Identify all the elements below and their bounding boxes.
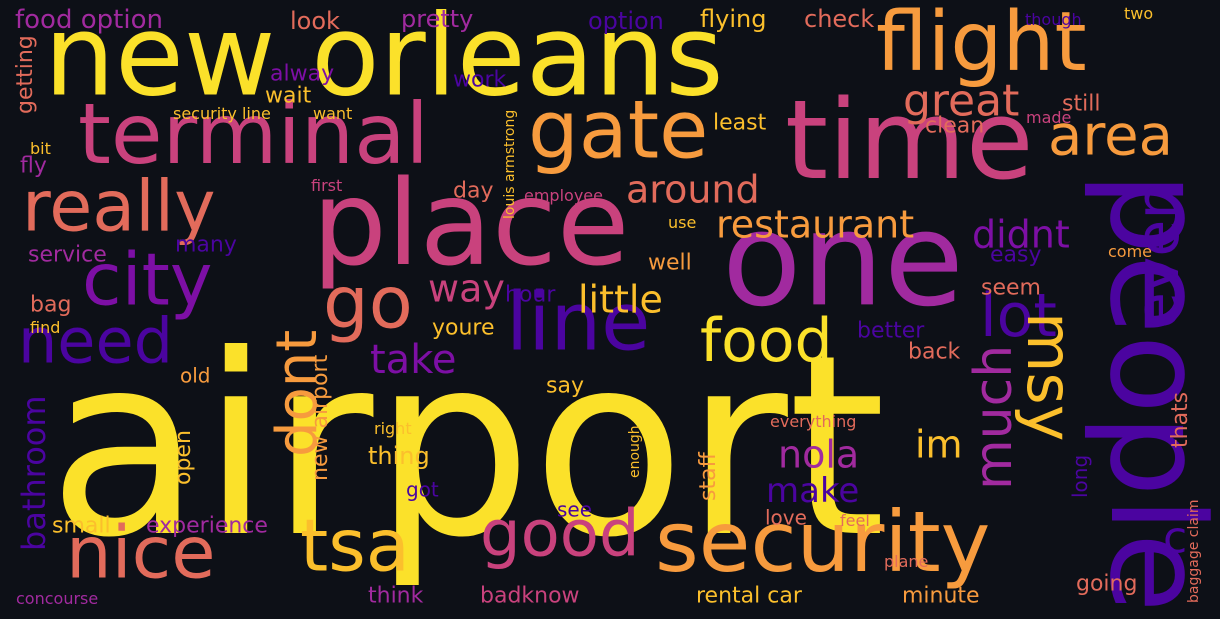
word-c: c — [1163, 512, 1188, 564]
word-well: well — [648, 250, 692, 276]
word-take: take — [370, 337, 457, 384]
word-tsa: tsa — [300, 503, 410, 588]
word-got: got — [406, 477, 439, 502]
word-staff: staff — [696, 452, 721, 501]
word-new-airport: new airport — [308, 354, 333, 481]
word-employee: employee — [524, 186, 603, 206]
word-food: food — [700, 305, 833, 376]
word-experience: experience — [146, 513, 268, 539]
word-louis-armstrong: louis armstrong — [502, 109, 518, 219]
word-long: long — [1068, 454, 1092, 498]
word-security-line: security line — [173, 104, 271, 124]
word-thats: thats — [1168, 391, 1193, 448]
word-nice: nice — [66, 510, 216, 595]
word-im: im — [915, 422, 963, 467]
word-thing: thing — [368, 442, 430, 471]
word-airport: airport — [48, 301, 886, 592]
word-getting: getting — [13, 35, 38, 114]
word-better: better — [857, 318, 925, 344]
word-open: open — [171, 430, 196, 485]
word-rental-car: rental car — [696, 583, 802, 609]
word-service: service — [28, 242, 107, 268]
word-small: small — [52, 513, 111, 539]
word-great: great — [903, 75, 1020, 127]
word-terminal: terminal — [78, 84, 429, 183]
word-day: day — [453, 178, 494, 204]
word-wait: wait — [265, 83, 312, 109]
word-say: say — [546, 373, 584, 399]
word-plane: plane — [884, 552, 929, 572]
word-way: way — [428, 266, 505, 311]
word-minute: minute — [902, 583, 980, 609]
word-clean: clean — [925, 113, 985, 139]
word-back: back — [908, 339, 961, 365]
word-new-orleans: new orleans — [44, 0, 724, 122]
word-badknow: badknow — [480, 583, 580, 609]
word-bit: bit — [30, 139, 51, 159]
word-flight: flight — [876, 0, 1087, 91]
word-time: time — [785, 75, 1034, 204]
word-concourse: concourse — [16, 589, 99, 609]
word-line: line — [506, 275, 651, 369]
word-around: around — [626, 167, 760, 212]
word-area: area — [1048, 103, 1173, 169]
word-bag: bag — [30, 292, 72, 318]
word-old: old — [180, 363, 211, 388]
word-made: made — [1026, 108, 1072, 128]
word-check: check — [804, 5, 875, 34]
word-need: need — [18, 304, 173, 378]
word-love: love — [765, 505, 807, 530]
word-though: though — [1025, 10, 1082, 30]
word-much: much — [964, 344, 1024, 490]
word-good: good — [480, 497, 640, 572]
word-easy: easy — [990, 242, 1042, 268]
word-going: going — [1076, 571, 1138, 597]
word-everything: everything — [770, 412, 857, 432]
word-think: think — [368, 583, 424, 609]
word-food-option: food option — [15, 4, 163, 35]
word-right: right — [374, 419, 412, 439]
word-first: first — [311, 176, 343, 196]
word-security: security — [655, 492, 991, 591]
word-nola: nola — [778, 432, 860, 477]
word-least: least — [713, 110, 767, 136]
word-baggage-claim: baggage claim — [1186, 499, 1202, 603]
word-bathroom: bathroom — [15, 395, 53, 551]
word-gate: gate — [528, 83, 709, 177]
word-look: look — [290, 7, 340, 36]
word-come: come — [1108, 242, 1153, 262]
word-make: make — [766, 470, 860, 511]
word-enough: enough — [627, 425, 643, 478]
word-find: find — [30, 318, 61, 338]
word-little: little — [578, 277, 663, 322]
word-restaurant: restaurant — [716, 202, 915, 247]
word-alway: alway — [270, 61, 335, 87]
word-want: want — [313, 104, 353, 124]
word-one: one — [722, 183, 964, 336]
word-many: many — [175, 232, 237, 258]
word-work: work — [453, 67, 507, 93]
word-seem: seem — [981, 275, 1041, 301]
word-flying: flying — [700, 5, 767, 34]
word-msy: msy — [1013, 312, 1086, 442]
word-hour: hour — [505, 282, 556, 308]
word-option: option — [588, 7, 664, 36]
word-pretty: pretty — [401, 5, 474, 34]
word-youre: youre — [432, 315, 495, 341]
word-go: go — [323, 260, 413, 345]
word-fly: fly — [20, 153, 47, 179]
word-didnt: didnt — [972, 212, 1070, 257]
word-really: really — [22, 165, 216, 248]
word-use: use — [668, 213, 697, 233]
word-lot: lot — [980, 280, 1057, 351]
word-place: place — [312, 153, 630, 292]
word-see: see — [557, 497, 593, 522]
word-city: city — [82, 237, 213, 322]
word-still: still — [1062, 91, 1101, 117]
word-two: two — [1124, 4, 1154, 24]
word-feel: feel — [840, 511, 870, 531]
